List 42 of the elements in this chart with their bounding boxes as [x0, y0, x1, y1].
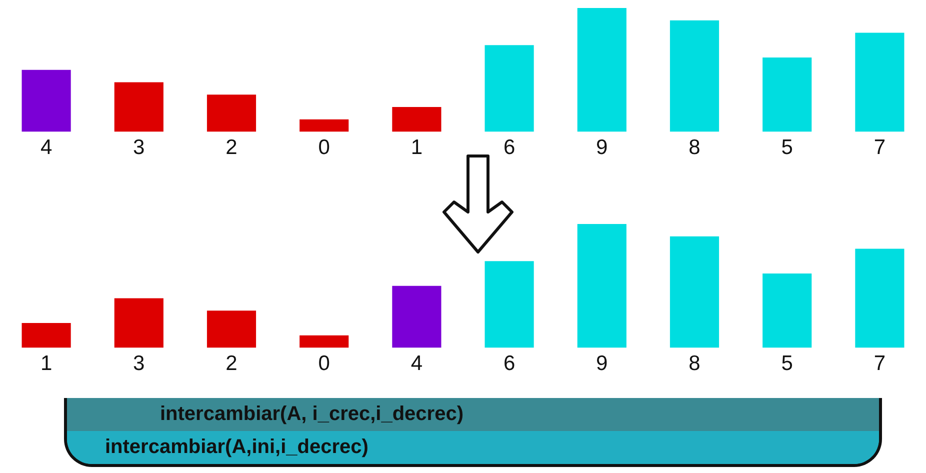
x-tick-label: 8	[688, 136, 700, 160]
x-tick-label: 1	[410, 136, 423, 160]
x-tick-label: 6	[503, 136, 516, 160]
bar	[670, 20, 720, 132]
bar	[114, 298, 164, 348]
bar	[484, 261, 534, 348]
x-tick-label: 6	[503, 352, 516, 376]
bar	[577, 224, 626, 348]
x-tick-label: 9	[596, 136, 608, 160]
bar	[300, 119, 349, 132]
bar	[670, 236, 720, 348]
x-tick-label: 7	[874, 136, 886, 160]
x-tick-label: 9	[596, 352, 608, 376]
bar	[206, 310, 256, 348]
bar	[484, 45, 534, 132]
x-tick-label: 2	[226, 136, 238, 160]
x-tick-label: 5	[781, 352, 793, 376]
x-tick-label: 5	[781, 136, 793, 160]
bar	[114, 82, 164, 132]
x-tick-label: 1	[40, 352, 52, 376]
x-tick-label: 4	[410, 352, 423, 376]
bar	[762, 274, 812, 348]
bar	[22, 70, 71, 132]
x-tick-label: 8	[688, 352, 700, 376]
bar	[577, 8, 626, 132]
x-tick-label: 4	[40, 136, 52, 160]
x-tick-label: 3	[133, 136, 145, 160]
x-tick-label: 2	[226, 352, 238, 376]
x-tick-label: 3	[133, 352, 145, 376]
bar	[22, 323, 71, 348]
bar	[762, 58, 812, 132]
bar	[300, 335, 349, 348]
bar	[392, 107, 442, 132]
bar	[855, 248, 904, 348]
bar	[392, 286, 442, 348]
x-tick-label: 7	[874, 352, 886, 376]
text: intercambiar(A,ini,i_decrec)	[67, 431, 879, 464]
x-tick-label: 0	[318, 136, 330, 160]
text: intercambiar(A, i_crec,i_decrec)	[67, 398, 879, 431]
x-tick-label: 0	[318, 352, 330, 376]
bar	[855, 32, 904, 132]
bar	[206, 94, 256, 132]
